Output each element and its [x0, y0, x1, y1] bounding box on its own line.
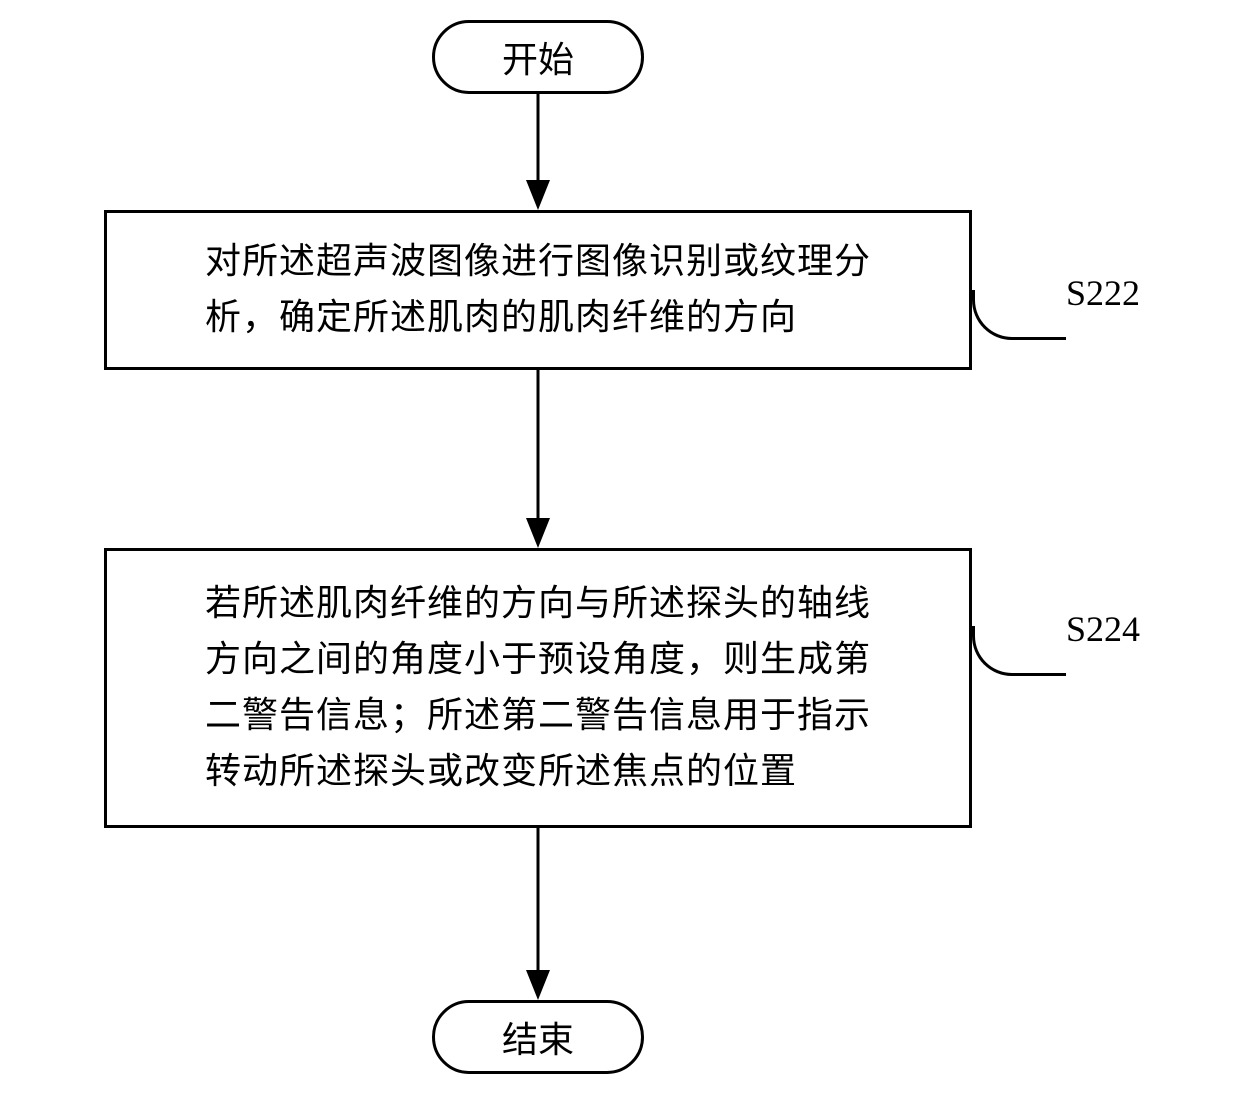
step-label-s222: S222: [1066, 272, 1140, 314]
s222-line2: 析，确定所述肌肉的肌肉纤维的方向: [205, 290, 871, 346]
s224-line3: 二警告信息；所述第二警告信息用于指示: [205, 688, 871, 744]
s222-line1: 对所述超声波图像进行图像识别或纹理分: [205, 234, 871, 290]
end-label: 结束: [502, 1011, 574, 1063]
process-s224: 若所述肌肉纤维的方向与所述探头的轴线 方向之间的角度小于预设角度，则生成第 二警…: [104, 548, 972, 828]
edge-s222-s224: [526, 370, 550, 548]
flowchart-canvas: 开始 对所述超声波图像进行图像识别或纹理分 析，确定所述肌肉的肌肉纤维的方向 S…: [0, 0, 1240, 1114]
start-label: 开始: [502, 31, 574, 83]
connector-s222: [972, 290, 1066, 340]
s224-line4: 转动所述探头或改变所述焦点的位置: [205, 744, 871, 800]
edge-s224-end: [526, 828, 550, 1000]
connector-s224: [972, 626, 1066, 676]
s224-line2: 方向之间的角度小于预设角度，则生成第: [205, 632, 871, 688]
process-s222: 对所述超声波图像进行图像识别或纹理分 析，确定所述肌肉的肌肉纤维的方向: [104, 210, 972, 370]
start-node: 开始: [432, 20, 644, 94]
edge-start-s222: [526, 94, 550, 210]
step-label-s224: S224: [1066, 608, 1140, 650]
s224-line1: 若所述肌肉纤维的方向与所述探头的轴线: [205, 576, 871, 632]
end-node: 结束: [432, 1000, 644, 1074]
